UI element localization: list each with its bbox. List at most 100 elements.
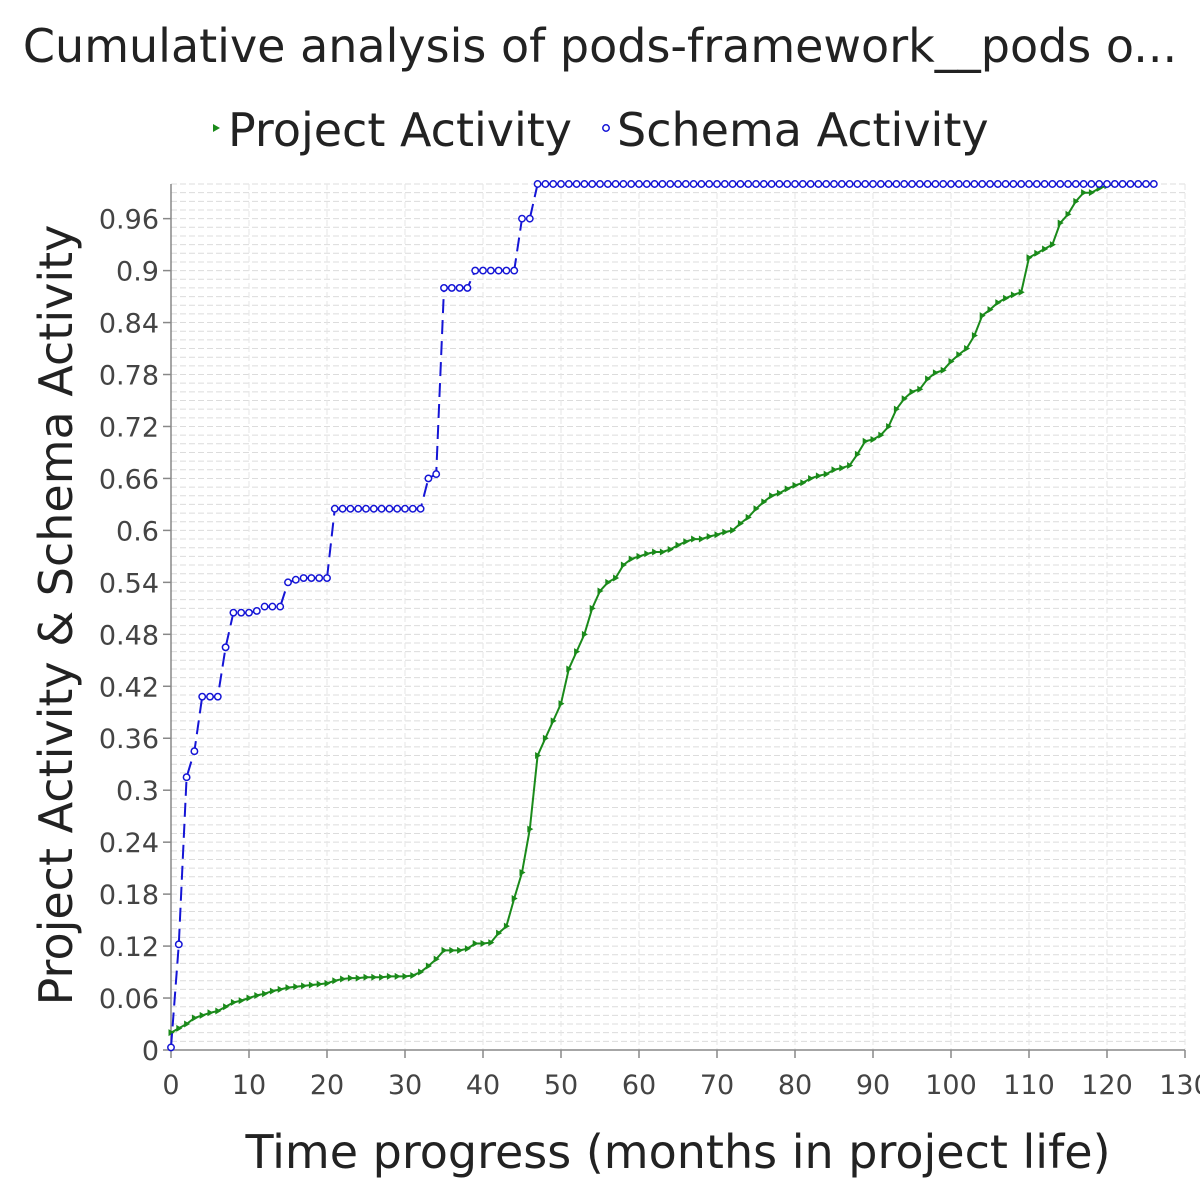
data-point [861, 180, 870, 188]
data-point [837, 180, 846, 188]
data-point [900, 180, 909, 188]
data-point [338, 504, 347, 513]
data-point [1057, 219, 1064, 227]
data-point [691, 535, 698, 543]
data-point [223, 1003, 230, 1011]
data-point [402, 972, 409, 980]
data-point [987, 306, 994, 314]
y-tick-label: 0.6 [116, 516, 159, 547]
data-point [752, 180, 760, 188]
data-point [293, 983, 300, 991]
data-point [744, 180, 753, 188]
data-point [1103, 180, 1111, 188]
data-point [580, 180, 589, 188]
data-point [978, 180, 987, 188]
data-point [901, 395, 908, 403]
y-axis-label: Project Activity & Schema Activity [29, 225, 83, 1006]
data-point [363, 973, 370, 981]
data-point [1010, 291, 1017, 299]
data-point [759, 180, 768, 188]
data-point [246, 994, 253, 1002]
data-point [674, 180, 682, 188]
data-point [1088, 189, 1095, 197]
y-axis-ticks: 0 0.06 0.12 0.18 0.24 0.3 0.36 0.42 0.48 0.54 0.6 0… [99, 205, 171, 1067]
y-tick-label: 0.18 [99, 880, 159, 911]
data-point [558, 700, 565, 708]
data-point [542, 734, 549, 742]
data-point [1032, 180, 1041, 188]
data-point [1079, 180, 1088, 188]
data-point [1042, 245, 1049, 253]
data-point [550, 717, 557, 725]
data-point [330, 504, 339, 513]
data-point [418, 968, 425, 976]
data-point [541, 180, 550, 188]
x-tick-label: 60 [622, 1070, 656, 1101]
data-point [1018, 288, 1025, 296]
data-point [252, 606, 261, 615]
data-point [362, 504, 370, 513]
data-point [636, 552, 643, 560]
data-point [315, 574, 324, 582]
legend-label: Schema Activity [617, 103, 989, 157]
data-point [549, 180, 558, 188]
data-point [1009, 180, 1018, 188]
data-point [432, 470, 441, 479]
data-point [831, 466, 838, 474]
data-point [830, 180, 838, 188]
data-point [845, 180, 854, 188]
data-point [230, 998, 237, 1006]
data-point [510, 266, 519, 275]
data-point [932, 369, 939, 377]
data-point [1095, 180, 1104, 188]
data-point [307, 574, 316, 582]
data-point [308, 981, 315, 989]
data-point [472, 939, 479, 947]
legend-marker [602, 124, 610, 132]
data-point [698, 535, 705, 543]
data-point [494, 266, 503, 275]
data-point [736, 180, 745, 188]
y-tick-label: 0.48 [99, 620, 159, 651]
data-point [346, 504, 355, 513]
data-point [1118, 180, 1127, 188]
data-point [455, 283, 464, 292]
y-tick-label: 0.66 [99, 464, 159, 495]
data-point [299, 574, 308, 582]
x-tick-label: 130 [1159, 1070, 1200, 1101]
data-point [191, 1014, 198, 1022]
data-point [822, 180, 831, 188]
data-point [971, 332, 978, 340]
data-point [447, 283, 456, 292]
data-point [652, 548, 659, 556]
x-tick-label: 40 [466, 1070, 500, 1101]
data-point [683, 538, 690, 546]
data-point [870, 435, 877, 443]
data-point [705, 180, 714, 188]
data-point [1126, 180, 1135, 188]
data-point [496, 929, 503, 937]
data-point [995, 299, 1002, 307]
data-point [854, 450, 861, 458]
data-point [775, 180, 784, 188]
data-point [853, 180, 862, 188]
data-point [823, 470, 830, 478]
data-point [277, 985, 284, 993]
data-point [371, 973, 378, 981]
data-point [386, 972, 393, 980]
data-point [394, 972, 401, 980]
data-point [479, 266, 487, 275]
data-point [886, 422, 893, 430]
data-point [814, 180, 823, 188]
data-point [808, 474, 815, 482]
data-point [254, 991, 261, 999]
data-point [464, 945, 471, 953]
data-point [1001, 180, 1010, 188]
data-point [878, 431, 885, 439]
data-point [199, 1011, 206, 1019]
data-point [869, 180, 877, 188]
data-point [182, 773, 191, 782]
data-point [730, 526, 737, 534]
x-tick-label: 0 [162, 1070, 179, 1101]
